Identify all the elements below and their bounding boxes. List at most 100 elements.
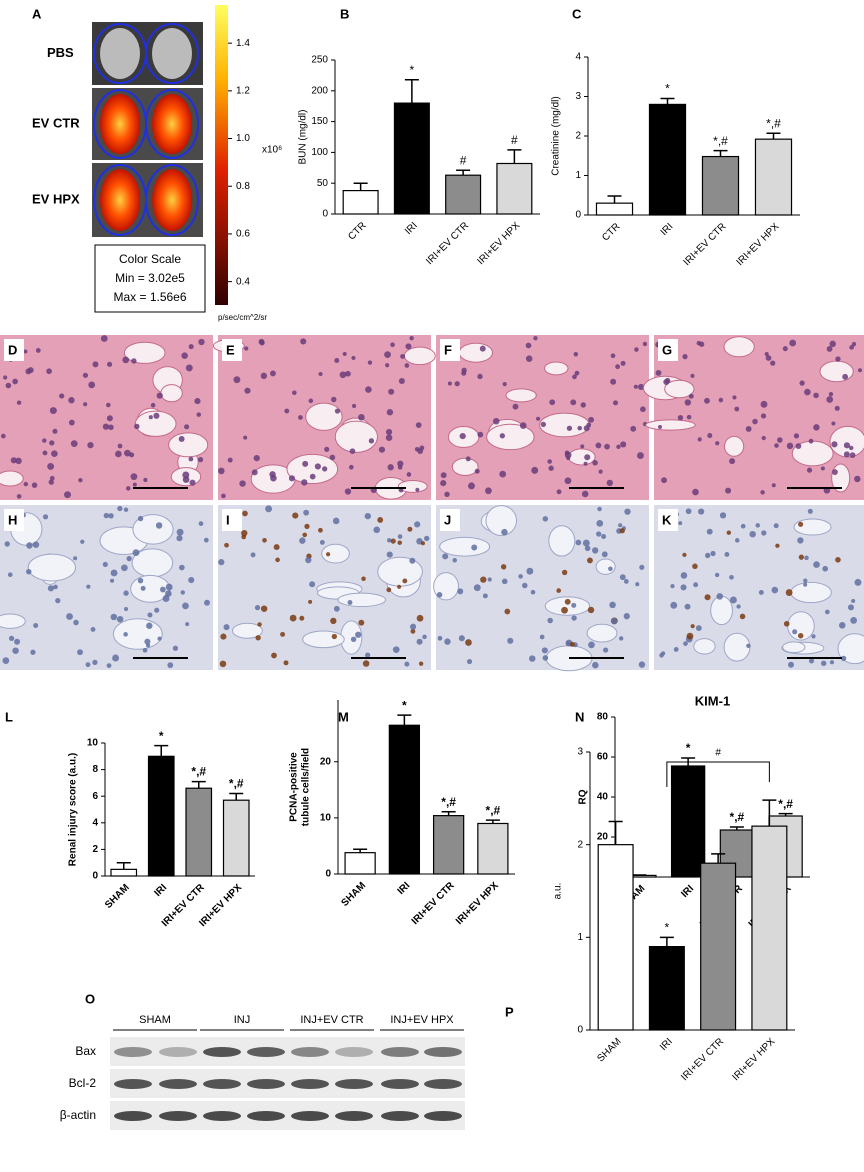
nucleus xyxy=(577,425,583,431)
y-tick-label: 0 xyxy=(575,210,581,221)
nucleus xyxy=(185,364,193,372)
nucleus xyxy=(820,660,827,667)
panel-letter: B xyxy=(340,6,349,21)
nucleus xyxy=(811,634,816,639)
nucleus xyxy=(541,647,548,654)
nucleus xyxy=(458,635,465,642)
nucleus xyxy=(124,449,131,457)
nucleus xyxy=(542,516,549,522)
nucleus xyxy=(262,538,267,543)
nucleus xyxy=(831,441,838,448)
nucleus xyxy=(616,444,621,449)
nucleus xyxy=(83,402,88,407)
nucleus xyxy=(587,606,595,614)
nucleus xyxy=(8,635,15,642)
nucleus xyxy=(378,446,386,453)
nucleus xyxy=(414,521,421,528)
nucleus xyxy=(680,584,687,591)
panel-letter: K xyxy=(662,512,672,527)
nucleus xyxy=(813,392,819,399)
nucleus xyxy=(854,578,862,586)
lumen xyxy=(586,623,618,643)
y-tick-label: 3 xyxy=(575,91,581,102)
blot-band xyxy=(291,1047,329,1057)
nucleus xyxy=(397,584,402,589)
nucleus xyxy=(42,438,47,443)
nucleus xyxy=(106,402,111,408)
nucleus xyxy=(308,599,313,604)
x-tick-label: IRI xyxy=(679,883,696,900)
nucleus xyxy=(4,541,10,547)
nucleus xyxy=(227,457,233,463)
nucleus xyxy=(685,508,692,515)
nucleus xyxy=(176,528,184,536)
nucleus xyxy=(284,408,290,414)
nucleus xyxy=(792,629,798,635)
nucleus xyxy=(573,351,579,357)
nucleus xyxy=(330,617,337,625)
nucleus xyxy=(851,598,856,604)
y-tick-label: 10 xyxy=(87,738,99,749)
nucleus xyxy=(686,414,692,420)
bar xyxy=(432,815,465,875)
y-tick-label: 250 xyxy=(311,55,328,66)
nucleus xyxy=(221,493,226,499)
group-label: INJ+EV HPX xyxy=(390,1014,454,1026)
nucleus xyxy=(125,486,131,491)
nucleus xyxy=(592,460,598,466)
nucleus xyxy=(334,408,341,414)
nucleus xyxy=(760,400,768,408)
nucleus xyxy=(854,475,861,483)
significance: *,# xyxy=(486,803,501,817)
nucleus xyxy=(314,463,321,470)
y-tick-label: 60 xyxy=(597,752,609,763)
colorbar-tick-label: 0.8 xyxy=(236,181,250,192)
nucleus xyxy=(630,425,637,432)
nucleus xyxy=(764,352,769,357)
nucleus xyxy=(507,637,514,644)
nucleus xyxy=(303,509,310,516)
kidney xyxy=(100,169,140,231)
nucleus xyxy=(838,622,846,629)
nucleus xyxy=(198,521,204,526)
nucleus xyxy=(154,607,160,613)
y-tick-label: 50 xyxy=(317,178,329,189)
nucleus xyxy=(185,622,190,627)
nucleus xyxy=(364,512,371,520)
nucleus xyxy=(260,605,268,612)
nucleus xyxy=(670,584,675,589)
y-axis-label: Renal injury score (a.u.) xyxy=(68,753,79,866)
lumen xyxy=(539,412,590,438)
significance: * xyxy=(410,63,415,77)
nucleus xyxy=(518,574,523,579)
nucleus xyxy=(292,390,297,396)
x-tick-label: IRI+EV CTR xyxy=(682,221,729,268)
nucleus xyxy=(773,523,779,529)
nucleus xyxy=(273,544,280,551)
bar xyxy=(110,868,138,877)
blot-band xyxy=(159,1111,197,1121)
nucleus xyxy=(400,353,406,359)
blot-band xyxy=(114,1079,152,1089)
color-scale-text: Color Scale xyxy=(119,252,181,266)
x-tick-label: IRI xyxy=(152,882,169,899)
nucleus xyxy=(16,494,22,499)
nucleus xyxy=(597,506,602,512)
nucleus xyxy=(849,452,856,458)
nucleus xyxy=(410,628,416,634)
nucleus xyxy=(288,475,296,482)
significance: * xyxy=(686,741,691,755)
nucleus xyxy=(385,434,393,442)
nucleus xyxy=(300,338,307,345)
nucleus xyxy=(137,577,144,584)
nucleus xyxy=(188,344,194,350)
nucleus xyxy=(698,341,705,347)
x-tick-label: IRI+EV HPX xyxy=(475,220,522,267)
letter-bg xyxy=(4,339,24,361)
bar xyxy=(147,755,175,877)
nucleus xyxy=(23,349,28,354)
nucleus xyxy=(512,403,519,410)
nucleus xyxy=(704,594,711,601)
error-bar xyxy=(191,780,206,789)
roi-circle xyxy=(145,89,199,159)
